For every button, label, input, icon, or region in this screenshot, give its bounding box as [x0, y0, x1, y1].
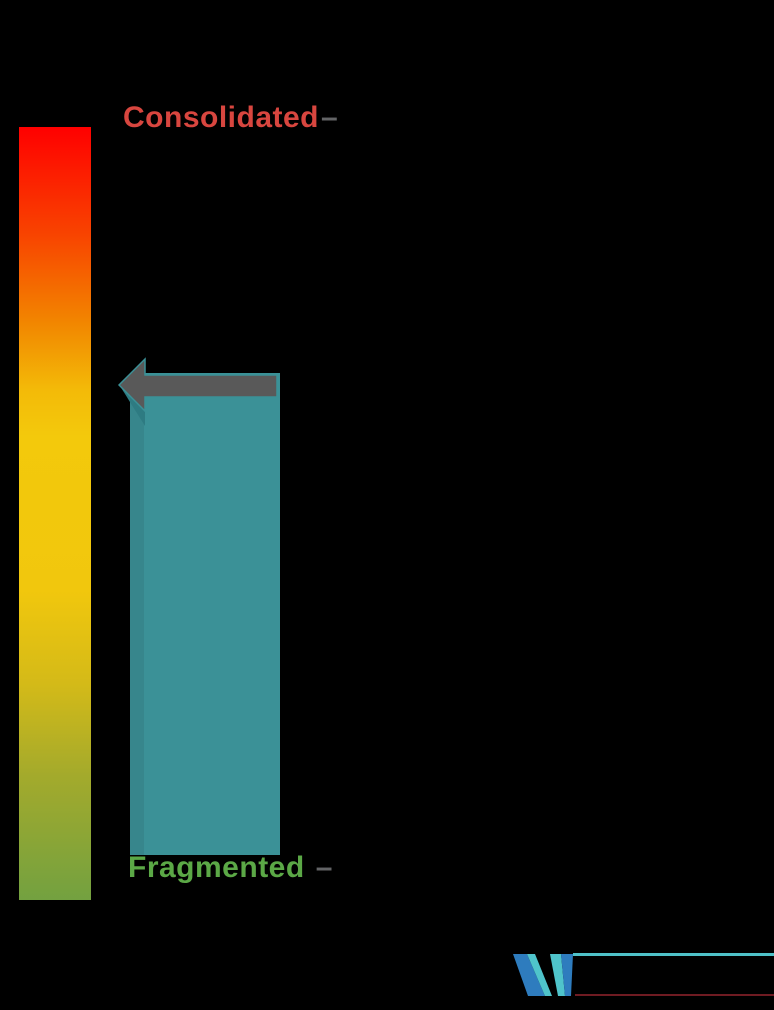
left-arrow-icon — [118, 357, 278, 426]
logo-m-icon — [513, 954, 573, 996]
consolidated-label: Consolidated– — [123, 103, 338, 133]
logo-m-left-blue-stroke — [513, 954, 545, 996]
arrow-body — [118, 357, 278, 413]
fragmented-tick-dash: – — [315, 851, 333, 884]
logo-m-right-blue-stroke — [561, 954, 573, 996]
fragmented-label: Fragmented – — [128, 853, 333, 883]
logo-m-right-teal-stroke — [550, 954, 565, 996]
concentration-scale-bar — [19, 127, 91, 900]
arrow-shadow-wedge — [120, 386, 145, 426]
fragmented-label-text: Fragmented — [128, 851, 305, 884]
logo-m-left-teal-stroke — [527, 954, 552, 996]
consolidated-label-text: Consolidated — [123, 101, 320, 134]
indicator-bar-left-edge — [130, 373, 144, 855]
consolidated-tick-dash: – — [321, 101, 339, 134]
indicator-bar — [130, 373, 280, 855]
logo-bottom-rule — [575, 994, 774, 996]
logo-top-rule — [573, 953, 774, 956]
